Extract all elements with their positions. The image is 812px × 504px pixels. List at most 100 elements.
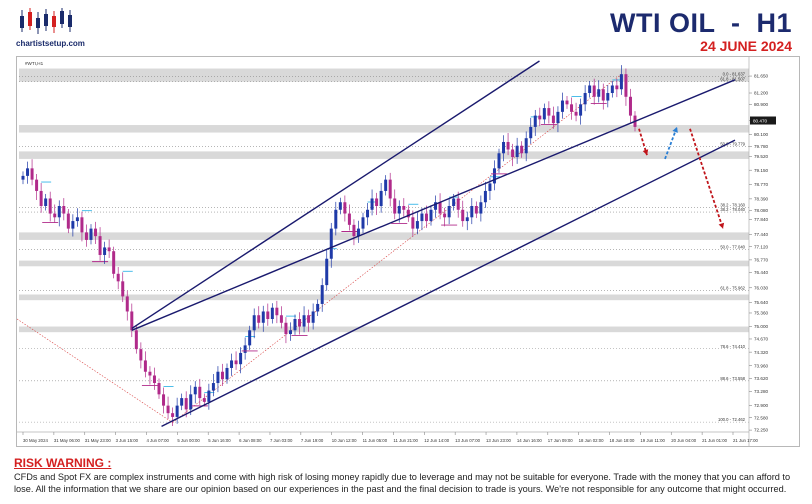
- candle-body: [21, 175, 25, 180]
- time-tick-label: 11 Jun 05:00: [363, 438, 388, 443]
- price-tick-label: 72.900: [754, 403, 768, 408]
- time-tick-label: 31 May 06:00: [54, 438, 81, 443]
- candle-body: [347, 213, 351, 225]
- candle-body: [48, 198, 52, 214]
- candle-body: [570, 104, 574, 112]
- candle-body: [483, 190, 487, 203]
- fib-level-label: 0.0 - 81.637: [723, 72, 746, 77]
- candle-body: [270, 307, 274, 320]
- support-resistance-zone: [19, 125, 749, 133]
- candle-body: [502, 141, 506, 154]
- projection-arrow: [664, 126, 678, 160]
- candle-body: [565, 100, 569, 105]
- price-tick-label: 75.360: [754, 311, 768, 316]
- candle-body: [75, 217, 79, 222]
- candle-body: [434, 202, 438, 210]
- candle-body: [424, 213, 428, 222]
- candle-body: [302, 315, 306, 327]
- symbol-label: #WTI,H1: [25, 61, 44, 66]
- candle-body: [488, 183, 492, 191]
- price-tick-label: 76.440: [754, 270, 768, 275]
- price-tick-label: 78.080: [754, 208, 768, 213]
- candle-body: [610, 85, 614, 94]
- candle-body: [202, 398, 206, 402]
- candle-body: [474, 206, 478, 214]
- price-tick-label: 75.640: [754, 300, 768, 305]
- candle-body: [166, 405, 170, 414]
- candle-body: [393, 198, 397, 214]
- support-resistance-zone: [19, 260, 749, 267]
- time-tick-label: 5 Jun 00:00: [177, 438, 200, 443]
- chart-title: WTI OIL - H1: [610, 8, 792, 38]
- candle-body: [89, 228, 93, 240]
- candle-body: [533, 115, 537, 127]
- candle-body: [356, 228, 360, 237]
- fib-level-label: 50.0 - 77.040: [720, 245, 745, 250]
- candle-body: [39, 190, 43, 207]
- price-tick-label: 81.200: [754, 91, 768, 96]
- candle-body: [121, 281, 125, 297]
- support-resistance-zone: [19, 232, 749, 240]
- candle-body: [601, 89, 605, 101]
- candle-body: [624, 74, 628, 97]
- candle-body: [456, 198, 460, 210]
- candle-body: [84, 232, 88, 240]
- time-tick-label: 7 Jun 03:00: [270, 438, 293, 443]
- candle-body: [152, 375, 156, 384]
- logo-text: chartistsetup.com: [16, 39, 85, 48]
- candle-body: [180, 398, 184, 406]
- candle-body: [338, 202, 342, 210]
- candle-body: [343, 202, 347, 214]
- brand-logo: chartistsetup.com: [16, 6, 85, 52]
- candle-body: [352, 224, 356, 237]
- candle-body: [184, 398, 188, 410]
- candle-body: [592, 85, 596, 97]
- candle-body: [288, 330, 292, 335]
- current-price-label: 80.470: [753, 119, 767, 124]
- price-tick-label: 81.650: [754, 74, 768, 79]
- candle-body: [311, 311, 315, 323]
- candle-body: [98, 236, 102, 255]
- candle-body: [261, 311, 265, 323]
- candle-body: [216, 371, 220, 384]
- candle-body: [284, 322, 288, 335]
- candle-body: [452, 198, 456, 207]
- channel-lower-line: [131, 79, 736, 331]
- price-chart[interactable]: 0.0 - 81.637 61.8 - 81.507 50.0 - 79.779 38…: [16, 56, 800, 447]
- fib-level-label: 38.2 - 78.160: [720, 203, 745, 208]
- channel-upper-line: [131, 60, 540, 330]
- candle-body: [30, 168, 34, 180]
- candle-body: [175, 405, 179, 417]
- time-tick-label: 18 Jun 02:00: [579, 438, 604, 443]
- candle-body: [157, 383, 161, 395]
- candle-body: [334, 209, 338, 229]
- projection-arrowhead: [672, 126, 678, 133]
- time-tick-label: 10 Jun 12:00: [332, 438, 357, 443]
- candle-body: [125, 296, 129, 312]
- price-tick-label: 80.900: [754, 102, 768, 107]
- candle-body: [80, 217, 84, 233]
- candle-body: [103, 247, 107, 255]
- candle-body: [547, 108, 551, 116]
- candle-body: [370, 198, 374, 210]
- candle-body: [615, 85, 619, 90]
- candle-body: [574, 111, 578, 116]
- candle-body: [538, 115, 542, 120]
- candle-body: [243, 345, 247, 353]
- candle-body: [529, 126, 533, 139]
- candle-body: [316, 303, 320, 312]
- fib-level-label: 100.0 - 72.462: [718, 417, 746, 422]
- candle-body: [234, 360, 238, 365]
- candle-body: [329, 228, 333, 259]
- candle-body: [470, 206, 474, 218]
- risk-warning-title: RISK WARNING :: [14, 456, 112, 470]
- candle-body: [524, 138, 528, 154]
- time-tick-label: 17 Jun 09:00: [548, 438, 573, 443]
- price-tick-label: 78.390: [754, 196, 768, 201]
- price-tick-label: 74.670: [754, 337, 768, 342]
- candle-body: [139, 349, 143, 361]
- projection-arrowhead: [718, 222, 725, 229]
- candle-body: [511, 149, 515, 158]
- candle-body: [198, 386, 202, 399]
- candle-body: [193, 386, 197, 395]
